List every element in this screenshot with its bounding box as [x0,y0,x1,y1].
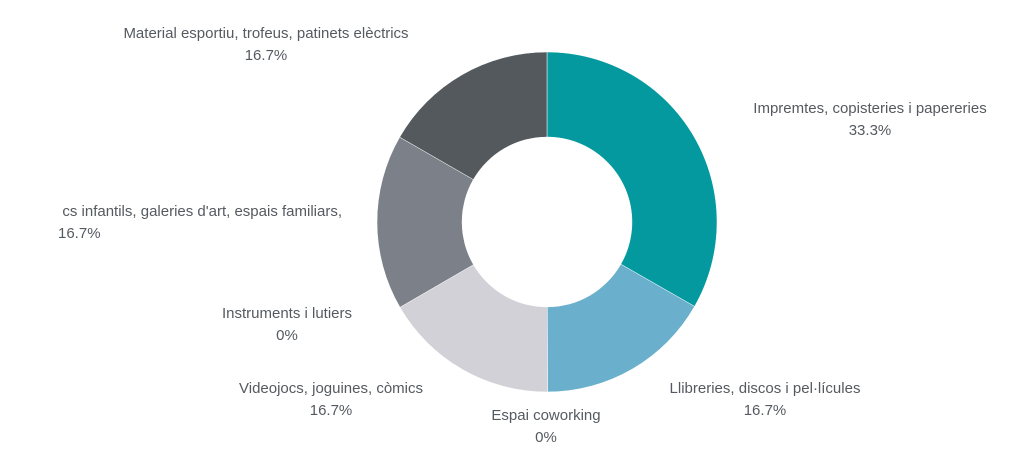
slice-label-value: 0% [276,327,298,344]
slice-label-videojocs: Videojocs, joguines, còmics 16.7% [239,378,423,422]
slice-label-name: cs infantils, galeries d'art, espais fam… [62,203,342,220]
donut-slice-5 [376,136,474,308]
donut-slice-0 [546,51,718,307]
slice-label-value: 16.7% [58,225,101,242]
slice-label-name: Videojocs, joguines, còmics [239,380,423,397]
slice-label-name: Impremtes, copisteries i papereries [753,100,987,117]
slice-label-value: 0% [535,429,557,446]
slice-label-material: Material esportiu, trofeus, patinets elè… [123,23,408,67]
slice-label-name: Llibreries, discos i pel·lícules [669,380,861,397]
donut-slice-1 [547,263,695,393]
slice-label-value: 16.7% [244,47,288,64]
slice-label-instruments: Instruments i lutiers 0% [222,303,352,347]
slice-label-name: Espai coworking [491,407,601,424]
slice-label-name: Instruments i lutiers [221,305,353,322]
slice-label-llibreries: Llibreries, discos i pel·lícules 16.7% [670,378,861,422]
slice-label-impremtes: Impremtes, copisteries i papereries 33.3… [753,98,986,142]
slice-label-coworking: Espai coworking 0% [491,405,600,449]
slice-label-value: 33.3% [848,122,892,139]
donut-slice-6 [399,51,548,180]
slice-label-value: 16.7% [743,402,787,419]
slice-label-value: 16.7% [309,402,353,419]
slice-label-infantils: cs infantils, galeries d'art, espais fam… [0,201,342,245]
slice-label-name: Material esportiu, trofeus, patinets elè… [123,25,409,42]
donut-slice-3 [399,264,548,393]
